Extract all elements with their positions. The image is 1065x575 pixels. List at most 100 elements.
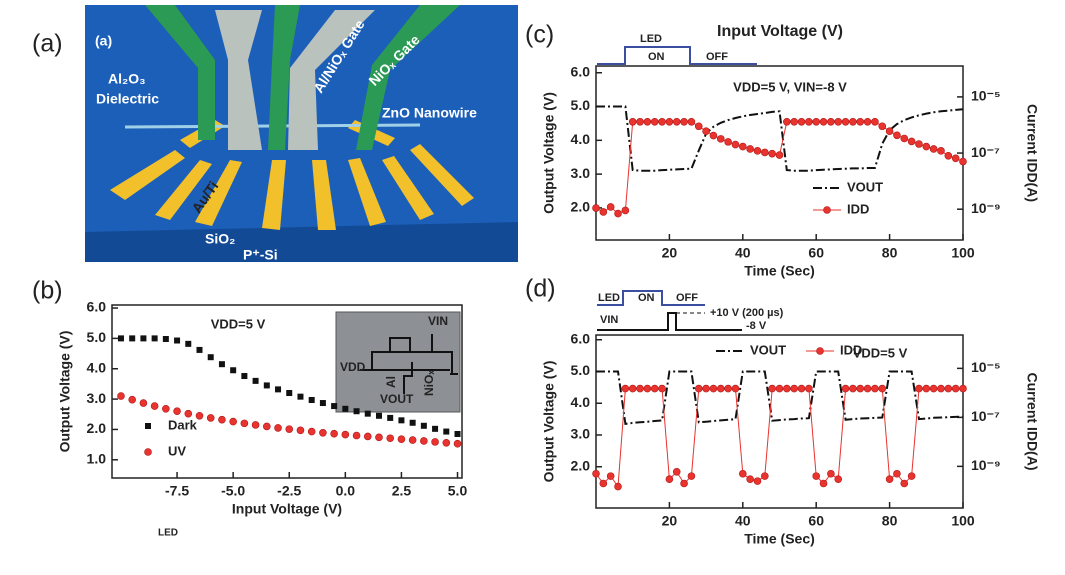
waveform-label: ON	[638, 292, 655, 304]
marker	[240, 419, 249, 428]
series-line	[595, 388, 963, 489]
x-tick-label: -2.5	[277, 483, 301, 499]
marker	[386, 434, 395, 443]
series	[596, 370, 964, 426]
marker	[151, 335, 158, 342]
marker	[308, 396, 315, 403]
x-tick-label: 100	[951, 513, 975, 529]
marker	[738, 469, 747, 478]
marker	[319, 428, 327, 437]
x-tick-label: 0.0	[336, 483, 356, 499]
marker	[680, 117, 688, 126]
marker	[173, 407, 181, 416]
marker	[431, 438, 439, 446]
marker	[849, 384, 857, 393]
series	[596, 105, 964, 172]
x-tick-label: 80	[882, 513, 898, 529]
marker	[636, 117, 644, 126]
waveform-label: ON	[648, 51, 665, 63]
x-tick-label: 40	[735, 513, 751, 529]
chart-title: Input Voltage (V)	[717, 23, 843, 40]
marker	[229, 417, 237, 426]
waveform: LED ON OFF VIN +10 V (200 µs) -8 V	[597, 290, 784, 332]
panel-label: (a)	[32, 30, 63, 58]
x-tick-label: 60	[808, 245, 824, 261]
marker	[672, 468, 681, 476]
marker	[275, 386, 282, 393]
legend-label: IDD	[840, 342, 862, 357]
series	[592, 384, 967, 491]
substrate-edge	[85, 222, 518, 262]
marker	[286, 390, 293, 397]
y-tick-label: 6.0	[87, 299, 107, 315]
marker	[207, 354, 214, 361]
y2-tick-label: 10⁻⁹	[971, 457, 1001, 473]
waveform-label: +10 V (200 µs)	[710, 307, 784, 319]
device-label: SiO₂	[205, 231, 235, 247]
marker	[709, 384, 718, 393]
marker	[599, 479, 608, 488]
series	[592, 117, 967, 218]
x-tick-label: 80	[882, 245, 898, 261]
marker	[375, 433, 383, 442]
annotation: VDD=5 V, VIN=-8 V	[733, 79, 847, 94]
marker	[841, 384, 850, 393]
marker	[893, 469, 901, 478]
marker	[805, 384, 813, 393]
legend-label: VOUT	[750, 342, 786, 357]
marker	[871, 384, 879, 393]
y-tick-label: 1.0	[87, 450, 107, 466]
inset-label: VDD	[340, 360, 366, 374]
marker	[665, 117, 674, 126]
y-tick-label: 6.0	[571, 63, 591, 79]
x-tick-label: 5.0	[448, 483, 468, 499]
marker	[352, 431, 361, 440]
marker	[263, 422, 271, 431]
waveform-label: VIN	[600, 314, 618, 326]
marker	[768, 384, 776, 393]
marker	[885, 475, 894, 483]
marker	[398, 417, 405, 424]
marker	[672, 117, 681, 126]
marker	[812, 472, 821, 480]
y2-tick-label: 10⁻⁹	[971, 200, 1001, 216]
marker	[162, 335, 169, 342]
marker	[959, 384, 967, 393]
marker	[937, 147, 945, 155]
y2-axis-label: Current IDD(A)	[1024, 373, 1040, 471]
marker	[731, 384, 740, 393]
y-axis-label: Output Voltage (V)	[57, 331, 73, 453]
waveform-label: LED	[598, 292, 620, 304]
marker	[805, 117, 813, 126]
y-tick-label: 4.0	[571, 131, 591, 147]
marker	[907, 137, 916, 146]
legend-label: UV	[168, 443, 186, 458]
marker	[893, 131, 901, 140]
marker	[680, 479, 688, 488]
marker	[885, 127, 894, 136]
marker	[702, 384, 710, 393]
annotation: VDD=5 V	[853, 345, 908, 360]
marker	[724, 138, 732, 146]
legend-label: VOUT	[847, 179, 883, 194]
marker	[687, 117, 696, 126]
marker	[849, 117, 857, 126]
y-tick-label: 5.0	[571, 362, 591, 378]
inset-label: VIN	[428, 314, 448, 328]
marker	[716, 135, 725, 143]
marker	[241, 373, 248, 380]
y2-tick-label: 10⁻⁷	[971, 144, 1000, 160]
marker	[819, 479, 828, 488]
y2-tick-label: 10⁻⁵	[971, 88, 1001, 104]
marker	[665, 475, 674, 483]
inner-label: (a)	[95, 33, 112, 49]
marker	[307, 427, 316, 436]
marker	[606, 472, 615, 480]
marker	[206, 414, 215, 422]
panel-label: (b)	[32, 277, 63, 305]
y2-axis-label: Current IDD(A)	[1024, 104, 1040, 202]
marker	[592, 204, 600, 212]
y-tick-label: 6.0	[571, 330, 591, 346]
device-label: ZnO Nanowire	[382, 105, 477, 121]
